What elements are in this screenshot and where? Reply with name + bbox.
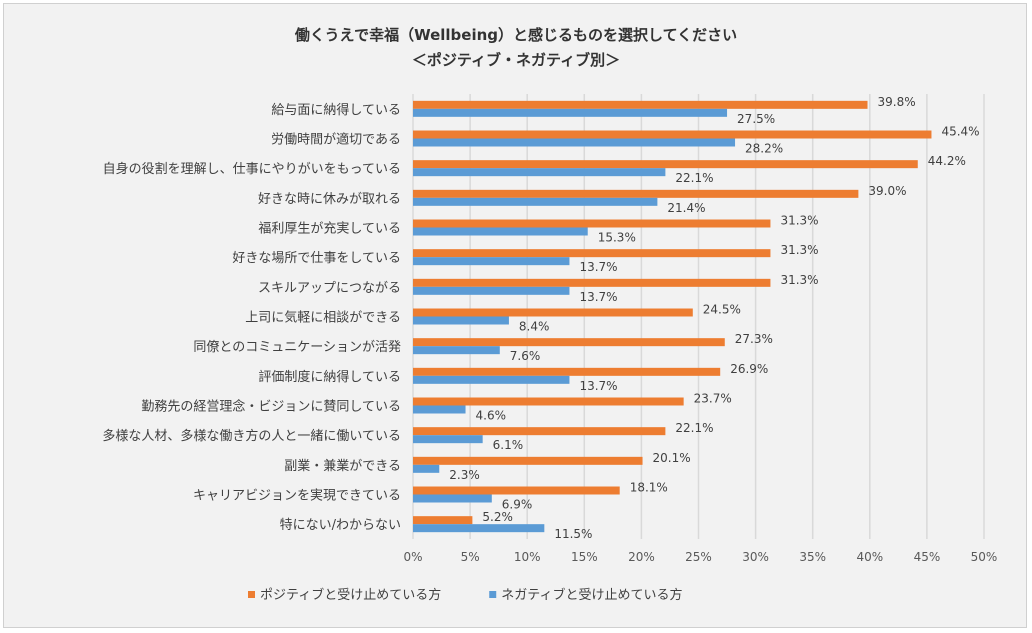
positive-bar — [413, 397, 684, 406]
positive-bar — [413, 160, 918, 169]
x-tick-label: 5% — [461, 550, 480, 564]
category-label: 評価制度に納得している — [258, 369, 401, 385]
category-label: 好きな時に休みが取れる — [258, 192, 401, 207]
data-label: 2.3% — [449, 468, 480, 482]
x-tick-label: 30% — [742, 550, 769, 564]
negative-bar — [413, 435, 483, 444]
data-label: 18.1% — [630, 481, 668, 495]
data-label: 26.9% — [730, 362, 768, 376]
x-tick-label: 20% — [628, 550, 655, 564]
data-label: 44.2% — [928, 154, 966, 168]
positive-bar — [413, 367, 721, 376]
x-tick-label: 15% — [571, 550, 598, 564]
category-label: 上司に気軽に相談ができる — [245, 310, 401, 326]
category-label: 給与面に納得している — [271, 102, 401, 118]
data-label: 15.3% — [598, 231, 636, 245]
data-label: 5.2% — [482, 510, 513, 524]
positive-bar — [413, 308, 693, 317]
negative-bar — [413, 138, 736, 147]
x-tick-label: 40% — [856, 550, 883, 564]
data-label: 13.7% — [579, 260, 617, 274]
data-label: 31.3% — [780, 273, 818, 287]
x-tick-label: 45% — [914, 550, 941, 564]
data-label: 39.0% — [868, 184, 906, 198]
data-label: 6.9% — [502, 498, 532, 512]
data-label: 4.6% — [476, 409, 507, 423]
negative-bar — [413, 494, 492, 503]
positive-bar — [413, 130, 932, 139]
category-label: 福利厚生が充実している — [258, 221, 401, 237]
positive-bar — [413, 456, 643, 465]
data-label: 20.1% — [653, 451, 691, 465]
positive-bar — [413, 219, 771, 228]
category-label: 同僚とのコミュニケーションが活発 — [193, 340, 401, 355]
data-label: 45.4% — [941, 125, 979, 139]
data-label: 13.7% — [579, 290, 617, 304]
x-tick-label: 50% — [971, 550, 998, 564]
negative-bar — [413, 346, 500, 355]
positive-bar — [413, 278, 771, 287]
positive-bar — [413, 486, 620, 495]
category-label: 労働時間が適切である — [271, 132, 401, 148]
legend-label: ポジティブと受け止めている方 — [260, 587, 441, 603]
chart-frame: 働くうえで幸福（Wellbeing）と感じるものを選択してください ＜ポジティブ… — [3, 3, 1027, 628]
positive-bar — [413, 427, 666, 436]
data-label: 21.4% — [667, 201, 705, 215]
negative-bar — [413, 108, 728, 117]
positive-bar — [413, 100, 868, 109]
category-label: 多様な人材、多様な働き方の人と一緒に働いている — [102, 428, 401, 444]
legend-swatch-positive — [248, 591, 255, 598]
category-label: 副業・兼業ができる — [284, 458, 401, 474]
negative-bar — [413, 524, 545, 533]
negative-bar — [413, 375, 570, 384]
positive-bar — [413, 189, 859, 198]
data-label: 31.3% — [780, 214, 818, 228]
data-label: 23.7% — [694, 392, 732, 406]
data-label: 8.4% — [519, 320, 550, 334]
category-label: 自身の役割を理解し、仕事にやりがいをもっている — [103, 161, 401, 177]
data-label: 7.6% — [510, 349, 541, 363]
category-label: 勤務先の経営理念・ビジョンに賛同している — [141, 399, 401, 415]
data-label: 27.5% — [737, 112, 775, 126]
legend-swatch-negative — [489, 591, 497, 598]
category-label: キャリアビジョンを実現できている — [193, 488, 401, 504]
data-label: 6.1% — [493, 438, 524, 452]
data-label: 22.1% — [675, 171, 713, 185]
negative-bar — [413, 464, 440, 473]
data-label: 31.3% — [780, 243, 818, 257]
positive-bar — [413, 249, 771, 258]
x-tick-label: 10% — [514, 550, 541, 564]
negative-bar — [413, 405, 466, 414]
negative-bar — [413, 168, 666, 177]
negative-bar — [413, 257, 570, 266]
data-label: 22.1% — [675, 421, 713, 435]
negative-bar — [413, 286, 570, 295]
negative-bar — [413, 316, 509, 325]
x-tick-label: 35% — [799, 550, 826, 564]
chart-subtitle: ＜ポジティブ・ネガティブ別＞ — [411, 51, 621, 69]
data-label: 28.2% — [745, 142, 783, 156]
negative-bar — [413, 197, 658, 206]
positive-bar — [413, 516, 473, 525]
category-label: 特にない/わからない — [280, 518, 401, 533]
category-label: スキルアップにつながる — [258, 281, 401, 296]
negative-bar — [413, 227, 588, 236]
data-label: 11.5% — [554, 527, 592, 541]
data-label: 27.3% — [735, 332, 773, 346]
positive-bar — [413, 338, 725, 347]
x-tick-label: 0% — [403, 550, 422, 564]
chart-title: 働くうえで幸福（Wellbeing）と感じるものを選択してください — [294, 26, 738, 44]
data-label: 13.7% — [579, 379, 617, 393]
data-label: 39.8% — [878, 95, 916, 109]
data-label: 24.5% — [703, 303, 741, 317]
category-label: 好きな場所で仕事をしている — [232, 251, 401, 266]
bar-chart: 0% 5% 10% 15% 20% 25% 30% 35% 40% 45% 50% 給与面に納得してい… — [102, 94, 998, 603]
legend-label: ネガティブと受け止めている方 — [501, 587, 682, 603]
x-tick-label: 25% — [685, 550, 712, 564]
